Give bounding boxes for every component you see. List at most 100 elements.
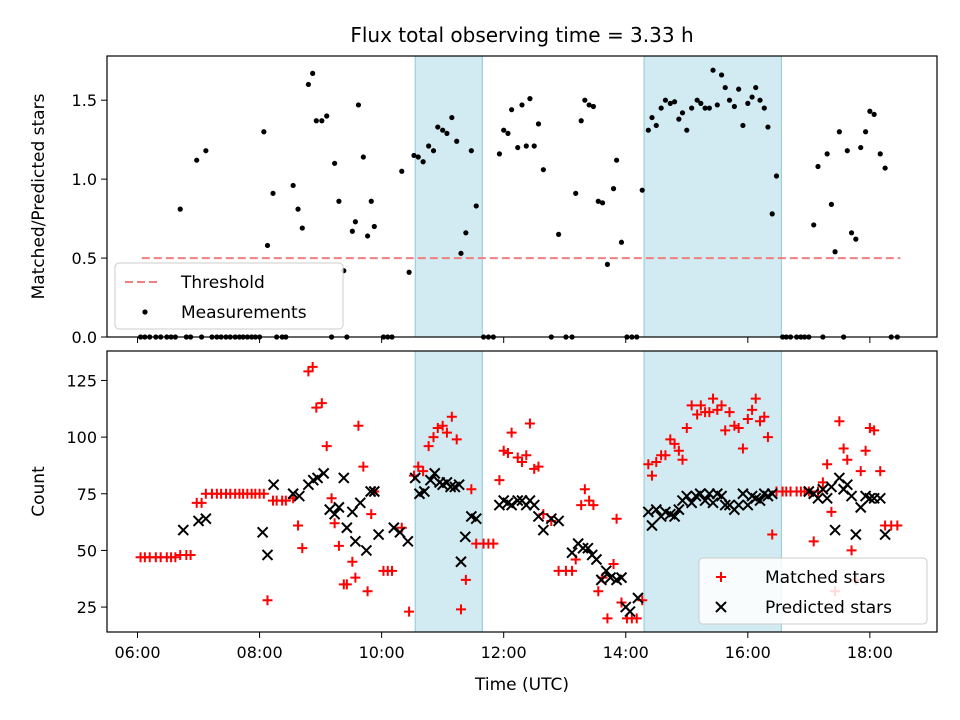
matched-point: [611, 513, 622, 524]
axes-frame: [106, 350, 938, 633]
measurement-point: [867, 108, 873, 114]
measurement-point: [604, 261, 611, 267]
measurement-point: [858, 144, 864, 151]
measurement-point: [824, 151, 830, 157]
measurement-point: [679, 110, 686, 116]
matched-point: [808, 536, 819, 547]
matched-point: [677, 454, 688, 465]
matched-point: [875, 466, 886, 477]
legend-box: [114, 262, 344, 330]
measurement-point: [454, 138, 460, 144]
matched-point: [846, 545, 857, 556]
matched-point: [681, 423, 692, 434]
matched-point: [686, 400, 697, 411]
measurement-point: [765, 124, 771, 130]
y-axis-label: Count: [29, 466, 49, 517]
predicted-point: [444, 481, 457, 493]
measurement-point: [836, 129, 842, 135]
measurement-point: [270, 190, 276, 196]
matched-point: [733, 423, 744, 434]
measurement-point: [710, 67, 716, 73]
matched-point: [307, 361, 318, 372]
predicted-point: [261, 549, 274, 561]
measurement-point: [595, 198, 601, 204]
ratio-panel: 0.0 0.5 1.0 1.5 Matched/Predicted stars Thres…: [29, 55, 938, 347]
measurement-point: [177, 206, 183, 212]
matched-point: [446, 411, 457, 422]
measurement-point: [578, 118, 584, 124]
predicted-point: [719, 499, 731, 511]
legend-label: Threshold: [180, 273, 265, 293]
matched-point: [708, 393, 719, 404]
legend-swatch-predicted: [715, 601, 727, 613]
predicted-point: [505, 499, 518, 511]
measurement-point: [658, 105, 664, 111]
measurement-point: [745, 100, 751, 106]
measurement-point: [832, 249, 838, 255]
predicted-point: [409, 472, 421, 484]
predicted-point: [328, 508, 341, 520]
matched-point: [297, 543, 308, 554]
measurement-point: [676, 116, 682, 122]
measurement-point: [740, 122, 746, 129]
measurement-point: [473, 203, 479, 209]
matched-point: [432, 423, 443, 434]
measurement-point: [753, 84, 759, 91]
predicted-point: [646, 519, 658, 532]
measurement-point: [862, 129, 869, 135]
measurement-point: [556, 231, 562, 237]
highlight-span-1: [643, 55, 782, 338]
predicted-point: [582, 542, 594, 554]
predicted-point: [632, 592, 644, 604]
predicted-point: [715, 490, 728, 502]
matched-point: [579, 484, 590, 495]
measurement-point: [463, 230, 469, 236]
predicted-point: [192, 515, 205, 527]
y-tick-label: 1.5: [72, 91, 97, 110]
measurement-point: [435, 124, 441, 130]
measurement-point: [430, 148, 437, 154]
y-tick-label: 1.0: [72, 170, 97, 189]
predicted-point: [532, 510, 545, 523]
predicted-point: [394, 526, 406, 538]
matched-point: [311, 402, 322, 413]
measurement-point: [702, 105, 708, 111]
measurement-point: [203, 148, 209, 154]
measurement-point: [639, 187, 645, 193]
measurement-point: [415, 154, 421, 160]
matched-point: [316, 398, 327, 409]
axes-frame: [106, 55, 938, 338]
matched-point: [387, 565, 398, 576]
predicted-point: [855, 501, 867, 514]
predicted-point: [311, 472, 324, 484]
predicted-point: [372, 528, 385, 541]
measurement-point: [599, 200, 606, 206]
measurement-point: [613, 157, 620, 163]
measurement-point: [515, 144, 521, 151]
matched-point: [759, 411, 770, 422]
legend-swatch-matched: [716, 572, 726, 582]
matched-point: [767, 529, 778, 540]
matched-point: [860, 445, 871, 456]
legend-label: Measurements: [181, 303, 307, 323]
measurement-point: [305, 81, 311, 88]
matched-point: [350, 572, 361, 583]
predicted-point: [200, 512, 212, 525]
predicted-point: [177, 524, 189, 536]
matched-point: [455, 604, 466, 615]
predicted-point: [293, 490, 305, 502]
measurement-point: [871, 111, 877, 118]
legend: Threshold Measurements: [114, 262, 344, 330]
predicted-point: [829, 524, 841, 536]
measurement-point: [324, 113, 330, 119]
measurement-point: [769, 211, 775, 217]
measurement-point: [411, 152, 417, 159]
measurement-point: [468, 148, 474, 154]
matched-point: [838, 443, 849, 454]
series-predicted-stars: [177, 467, 891, 618]
matched-point: [842, 454, 853, 465]
matched-point: [673, 445, 684, 456]
predicted-point: [685, 497, 698, 509]
matched-point: [329, 518, 340, 529]
measurement-point: [523, 143, 529, 149]
